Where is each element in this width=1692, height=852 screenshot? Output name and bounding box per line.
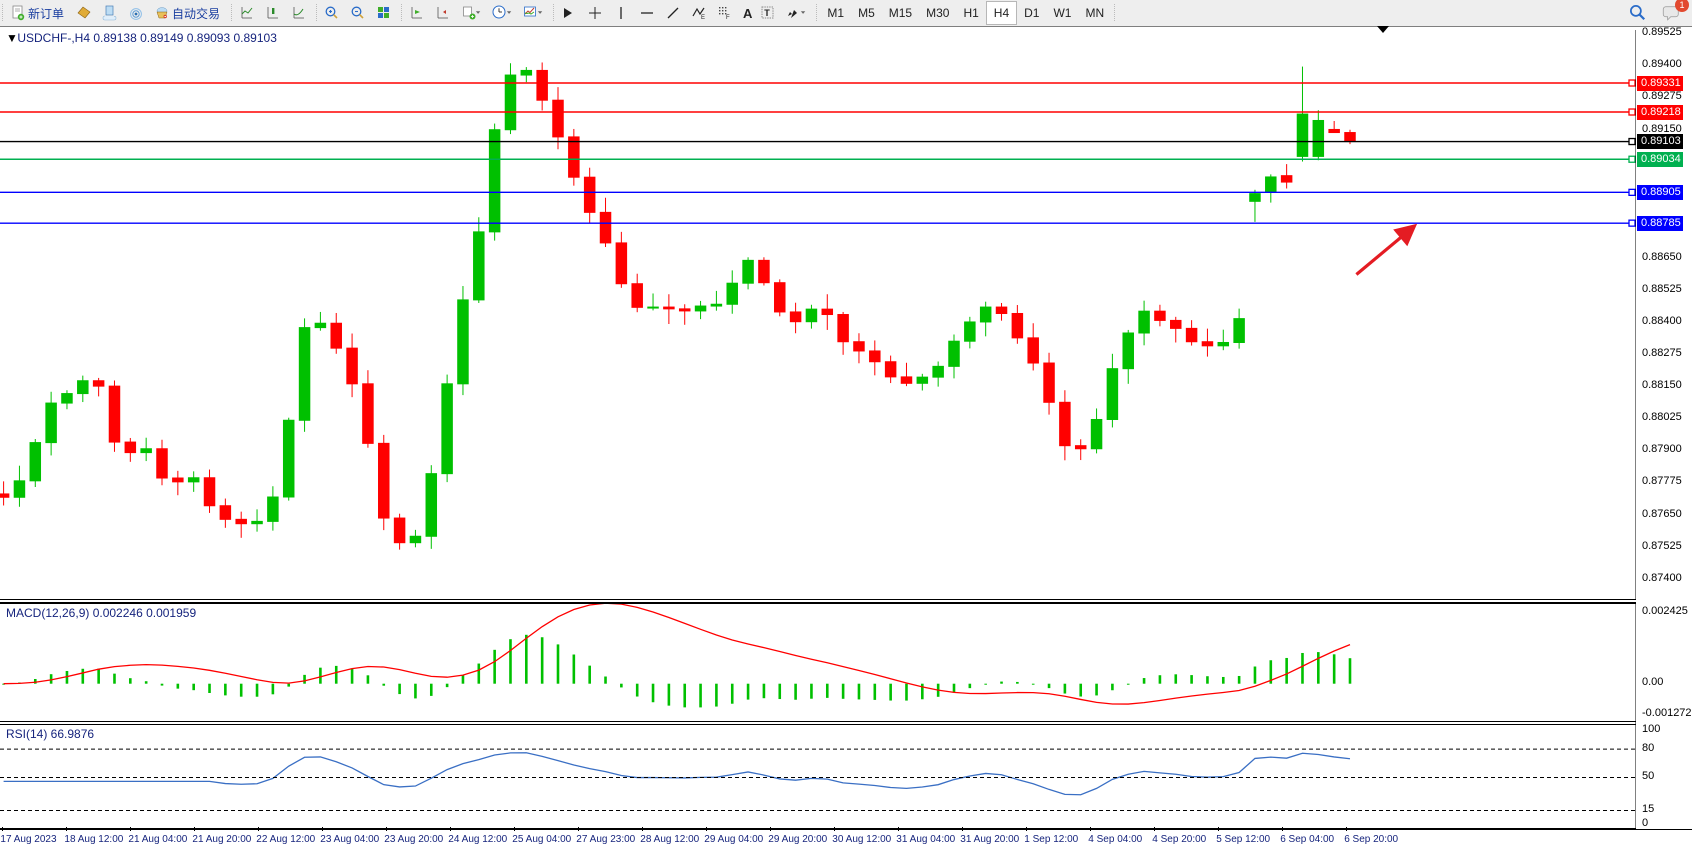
svg-text:T: T [765, 8, 771, 18]
svg-text:E: E [701, 15, 705, 21]
svg-text:F: F [726, 15, 730, 21]
